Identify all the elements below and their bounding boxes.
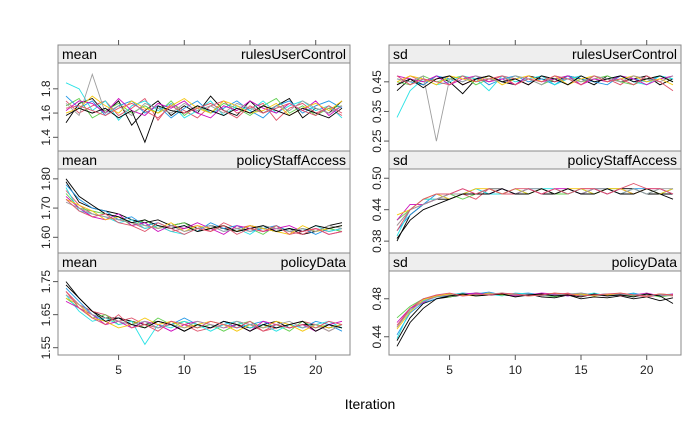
series-line-10 (396, 183, 674, 231)
panel-frame (388, 168, 682, 254)
panel-mean-rulesUserControl: mean rulesUserControl 1.4 1.6 1.8 (39, 44, 351, 152)
series-line-5 (396, 188, 674, 237)
panel-sd-rulesUserControl: sd rulesUserControl 0.25 0.35 0.45 (370, 44, 682, 153)
series-line-7 (396, 75, 674, 86)
y-tick-label: 0.44 (370, 325, 384, 349)
panel-mean-policyData: mean policyData 1.55 1.65 1.75 (39, 252, 351, 360)
y-tick-label: 1.70 (39, 196, 53, 220)
series-group (65, 72, 343, 144)
panel-frame (388, 270, 682, 356)
strip-param-label: policyData (281, 254, 347, 270)
strip-param-label: rulesUserControl (572, 46, 677, 62)
y-tick-label: 1.65 (39, 303, 53, 327)
series-line-9 (396, 293, 674, 347)
series-group (396, 291, 674, 347)
panel-frame (388, 62, 682, 152)
series-line-10 (65, 291, 343, 332)
panel-sd-policyData: sd policyData 0.44 0.48 (370, 252, 682, 356)
series-line-5 (396, 292, 674, 339)
panel-frame (57, 270, 351, 356)
strip-stat-label: mean (62, 254, 97, 270)
series-line-1 (396, 292, 674, 341)
strip-param-label: policyData (612, 254, 678, 270)
y-tick-label: 0.44 (370, 198, 384, 222)
y-tick-label: 0.35 (370, 99, 384, 123)
y-tick-label: 0.25 (370, 129, 384, 153)
y-tick-label: 1.55 (39, 336, 53, 360)
series-line-8 (65, 294, 343, 332)
y-tick-label: 0.48 (370, 287, 384, 311)
series-group (65, 281, 343, 346)
strip-param-label: policyStaffAccess (237, 152, 346, 168)
series-line-6 (396, 292, 674, 323)
series-line-8 (396, 188, 673, 226)
y-tick-label: 0.45 (370, 70, 384, 94)
x-tick-label: 15 (243, 363, 257, 377)
series-group (65, 178, 343, 235)
series-line-9 (396, 188, 674, 239)
strip-stat-label: sd (393, 152, 408, 168)
x-tick-label: 20 (640, 363, 654, 377)
y-tick-label: 1.60 (39, 225, 53, 249)
strip-stat-label: sd (393, 254, 408, 270)
x-tick-label: 5 (446, 363, 453, 377)
x-axis-label: Iteration (345, 396, 396, 412)
x-tick-label: 15 (574, 363, 588, 377)
series-line-8 (396, 75, 674, 142)
strip-param-label: policyStaffAccess (568, 152, 677, 168)
series-line-6 (65, 196, 343, 235)
panel-mean-policyStaffAccess: mean policyStaffAccess 1.60 1.70 1.80 (39, 150, 351, 254)
series-line-1 (396, 188, 673, 242)
series-group (396, 183, 674, 242)
series-line-3 (65, 97, 343, 119)
series-line-9 (65, 105, 343, 144)
y-tick-label: 1.80 (39, 167, 53, 191)
x-tick-label: 10 (178, 363, 192, 377)
x-tick-label: 20 (309, 363, 323, 377)
strip-param-label: rulesUserControl (241, 46, 346, 62)
y-tick-label: 0.50 (370, 166, 384, 190)
x-tick-label: 10 (509, 363, 523, 377)
series-line-9 (65, 178, 343, 232)
strip-stat-label: sd (393, 46, 408, 62)
y-tick-label: 1.4 (39, 129, 53, 146)
y-tick-label: 1.75 (39, 270, 53, 294)
y-tick-label: 1.6 (39, 104, 53, 121)
y-tick-label: 1.8 (39, 80, 53, 97)
panel-sd-policyStaffAccess: sd policyStaffAccess 0.38 0.44 0.50 (370, 150, 682, 254)
series-line-10 (65, 198, 343, 235)
strip-stat-label: mean (62, 46, 97, 62)
series-line-10 (396, 75, 674, 92)
y-tick-label: 0.38 (370, 229, 384, 253)
series-group (396, 75, 674, 142)
x-tick-label: 5 (115, 363, 122, 377)
series-line-10 (65, 102, 343, 119)
strip-stat-label: mean (62, 152, 97, 168)
series-line-10 (396, 292, 674, 326)
series-line-7 (396, 188, 674, 216)
series-line-5 (65, 294, 343, 346)
